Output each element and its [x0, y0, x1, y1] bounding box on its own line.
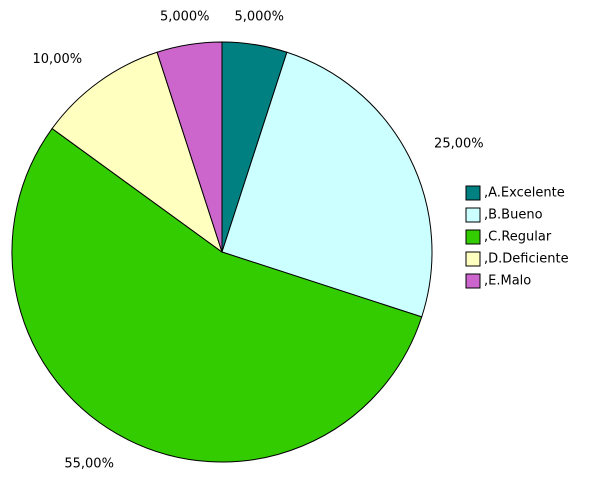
legend-swatch — [465, 185, 481, 201]
legend-swatch — [465, 229, 481, 245]
data-label: 25,00% — [434, 136, 484, 151]
legend-label: ,D.Deficiente — [484, 252, 569, 267]
data-label: 55,00% — [64, 457, 114, 472]
pie-slice — [156, 41, 223, 253]
legend-swatch — [465, 207, 481, 223]
pie-slice — [221, 51, 433, 318]
pie-slice — [11, 127, 423, 463]
data-label: 5,000% — [234, 9, 284, 24]
legend-label: ,B.Bueno — [484, 208, 543, 223]
legend-swatch — [465, 273, 481, 289]
legend-label: ,C.Regular — [484, 230, 552, 245]
data-label: 10,00% — [33, 52, 83, 67]
legend-swatch — [465, 251, 481, 267]
legend-label: ,A.Excelente — [484, 186, 565, 201]
pie-slice — [51, 51, 223, 254]
data-label: 5,000% — [160, 9, 210, 24]
legend-label: ,E.Malo — [484, 274, 531, 289]
